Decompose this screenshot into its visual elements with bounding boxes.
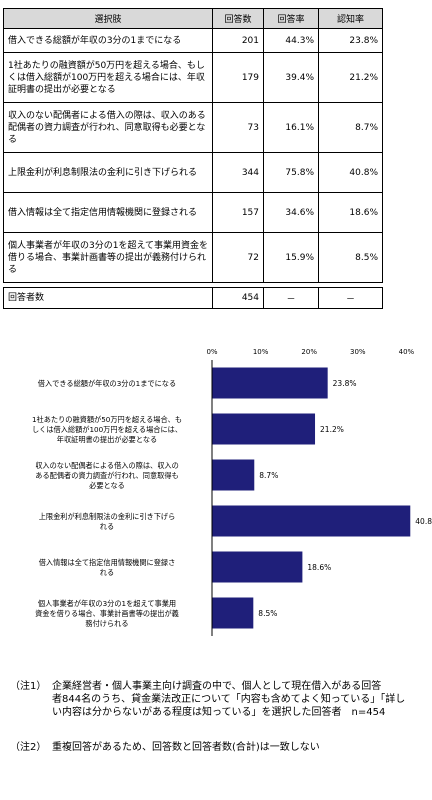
recognition-bar-chart: 0%10%20%30%40%50% 借入できる総額が年収の3分の1までになる1社… — [32, 348, 432, 636]
total-rate: － — [263, 287, 319, 309]
table-header-row: 選択肢 回答数 回答率 認知率 — [3, 8, 383, 29]
category-label: 借入情報は全て指定信用情報機関に登録される — [39, 558, 176, 577]
note-2-label: （注2） — [10, 742, 47, 753]
total-count: 454 — [212, 287, 264, 309]
note-1: （注1） 企業経営者・個人事業主向け調査の中で、個人として現在借入がある回答 者… — [10, 680, 425, 719]
table-row: 1社あたりの融資額が50万円を超える場合、もしくは借入総額が100万円を超える場… — [3, 52, 383, 103]
table-row: 個人事業者が年収の3分の1を超えて事業用資金を借りる場合、事業計画書等の提出が義… — [3, 232, 383, 283]
value-label: 40.8% — [415, 517, 432, 526]
total-label: 回答者数 — [3, 287, 213, 309]
row-recognition: 21.2% — [318, 52, 383, 103]
row-rate: 44.3% — [263, 28, 319, 53]
table-row: 借入情報は全て指定信用情報機関に登録される 157 34.6% 18.6% — [3, 192, 383, 233]
row-rate: 16.1% — [263, 102, 319, 153]
table-row: 上限金利が利息制限法の金利に引き下げられる 344 75.8% 40.8% — [3, 152, 383, 193]
note-1-line: 企業経営者・個人事業主向け調査の中で、個人として現在借入がある回答 — [52, 681, 382, 692]
row-recognition: 18.6% — [318, 192, 383, 233]
category-label: 借入できる総額が年収の3分の1までになる — [38, 379, 176, 388]
header-rate: 回答率 — [263, 8, 319, 29]
bar — [212, 597, 254, 629]
table-row: 収入のない配偶者による借入の際は、収入のある配偶者の資力調査が行われ、同意取得も… — [3, 102, 383, 153]
row-rate: 15.9% — [263, 232, 319, 283]
row-label: 上限金利が利息制限法の金利に引き下げられる — [3, 152, 213, 193]
value-label: 23.8% — [333, 379, 357, 388]
note-2-line: 重複回答があるため、回答数と回答者数(合計)は一致しない — [52, 742, 320, 753]
bar — [212, 505, 411, 537]
row-count: 201 — [212, 28, 264, 53]
row-count: 72 — [212, 232, 264, 283]
row-count: 179 — [212, 52, 264, 103]
category-label: 個人事業者が年収の3分の1を超えて事業用資金を借りる場合、事業計画書等の提出が義… — [35, 599, 179, 628]
note-1-line: い内容は分からないがある程度は知っている」を選択した回答者 n=454 — [52, 707, 386, 718]
header-option: 選択肢 — [3, 8, 213, 29]
row-label: 1社あたりの融資額が50万円を超える場合、もしくは借入総額が100万円を超える場… — [3, 52, 213, 103]
x-tick-label: 0% — [206, 348, 217, 356]
x-tick-label: 30% — [350, 348, 366, 356]
bar — [212, 551, 303, 583]
table-row: 借入できる総額が年収の3分の1までになる 201 44.3% 23.8% — [3, 28, 383, 53]
total-recognition: － — [318, 287, 383, 309]
row-label: 借入できる総額が年収の3分の1までになる — [3, 28, 213, 53]
row-label: 借入情報は全て指定信用情報機関に登録される — [3, 192, 213, 233]
bar — [212, 459, 255, 491]
row-label: 個人事業者が年収の3分の1を超えて事業用資金を借りる場合、事業計画書等の提出が義… — [3, 232, 213, 283]
row-recognition: 8.7% — [318, 102, 383, 153]
row-recognition: 23.8% — [318, 28, 383, 53]
row-recognition: 40.8% — [318, 152, 383, 193]
row-rate: 34.6% — [263, 192, 319, 233]
value-label: 8.7% — [259, 471, 278, 480]
value-label: 18.6% — [307, 563, 331, 572]
header-count: 回答数 — [212, 8, 264, 29]
value-label: 21.2% — [320, 425, 344, 434]
row-recognition: 8.5% — [318, 232, 383, 283]
note-1-line: 者844名のうち、貸金業法改正について「内容も含めてよく知っている」「詳し — [52, 694, 406, 705]
header-recognition: 認知率 — [318, 8, 383, 29]
table-total-row: 回答者数 454 － － — [3, 287, 383, 309]
bar — [212, 413, 316, 445]
note-1-label: （注1） — [10, 681, 47, 692]
category-label: 収入のない配偶者による借入の際は、収入のある配偶者の資力調査が行われ、同意取得も… — [35, 461, 179, 490]
value-label: 8.5% — [258, 609, 277, 618]
x-tick-label: 20% — [301, 348, 317, 356]
row-rate: 39.4% — [263, 52, 319, 103]
bar — [212, 367, 328, 399]
row-rate: 75.8% — [263, 152, 319, 193]
survey-table: 選択肢 回答数 回答率 認知率 借入できる総額が年収の3分の1までになる 201… — [3, 8, 383, 309]
category-label: 1社あたりの融資額が50万円を超える場合、もしくは借入総額が100万円を超える場… — [32, 415, 182, 444]
x-tick-label: 40% — [399, 348, 415, 356]
category-label: 上限金利が利息制限法の金利に引き下げられる — [39, 512, 176, 531]
row-label: 収入のない配偶者による借入の際は、収入のある配偶者の資力調査が行われ、同意取得も… — [3, 102, 213, 153]
note-2: （注2） 重複回答があるため、回答数と回答者数(合計)は一致しない — [10, 741, 425, 754]
row-count: 344 — [212, 152, 264, 193]
row-count: 157 — [212, 192, 264, 233]
row-count: 73 — [212, 102, 264, 153]
x-tick-label: 10% — [253, 348, 269, 356]
